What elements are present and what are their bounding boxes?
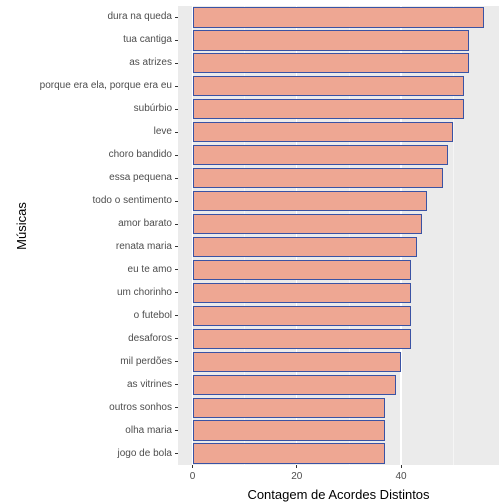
y-tick-label: jogo de bola	[118, 449, 173, 459]
bar	[193, 283, 412, 303]
y-tick-label: essa pequena	[109, 173, 172, 183]
bar	[193, 145, 448, 165]
chart-container: dura na queda tua cantiga as atrizes porque…	[0, 0, 504, 504]
bar	[193, 30, 469, 50]
y-tick-mark	[175, 384, 178, 385]
y-tick-mark	[175, 17, 178, 18]
bar	[193, 352, 401, 372]
y-tick-mark	[175, 315, 178, 316]
y-tick-mark	[175, 132, 178, 133]
x-tick-label: 20	[291, 471, 302, 482]
x-tick-mark	[296, 465, 297, 468]
y-tick-mark	[175, 224, 178, 225]
bar	[193, 76, 464, 96]
bar	[193, 237, 417, 257]
gridline-major	[192, 6, 193, 465]
y-tick-label: as vitrines	[127, 380, 172, 390]
y-tick-mark	[175, 269, 178, 270]
bar	[193, 306, 412, 326]
x-tick-label: 0	[190, 471, 196, 482]
bar	[193, 420, 386, 440]
bar	[193, 122, 454, 142]
y-tick-label: choro bandido	[109, 150, 172, 160]
bar	[193, 214, 422, 234]
y-tick-label: outros sonhos	[109, 403, 172, 413]
gridline-major	[400, 6, 401, 465]
y-tick-label: subúrbio	[134, 104, 172, 114]
y-tick-mark	[175, 178, 178, 179]
y-tick-label: mil perdões	[120, 357, 172, 367]
plot-panel	[178, 6, 499, 465]
y-tick-mark	[175, 86, 178, 87]
x-axis-title: Contagem de Acordes Distintos	[178, 487, 499, 502]
y-tick-mark	[175, 155, 178, 156]
y-tick-mark	[175, 246, 178, 247]
y-tick-mark	[175, 430, 178, 431]
y-tick-mark	[175, 453, 178, 454]
y-tick-label: amor barato	[118, 219, 172, 229]
y-tick-label: o futebol	[134, 311, 172, 321]
y-tick-label: um chorinho	[117, 288, 172, 298]
bar	[193, 99, 464, 119]
gridline-major	[296, 6, 297, 465]
x-tick-mark	[401, 465, 402, 468]
y-tick-label: as atrizes	[129, 58, 172, 68]
y-axis-title: Músicas	[14, 186, 29, 266]
y-tick-mark	[175, 63, 178, 64]
y-tick-label: renata maria	[116, 242, 172, 252]
bar	[193, 53, 469, 73]
y-tick-mark	[175, 109, 178, 110]
y-tick-mark	[175, 407, 178, 408]
y-tick-label: porque era ela, porque era eu	[40, 81, 172, 91]
bar	[193, 329, 412, 349]
y-tick-mark	[175, 201, 178, 202]
bar	[193, 7, 485, 27]
y-tick-label: olha maria	[125, 426, 172, 436]
y-tick-label: dura na queda	[107, 12, 172, 22]
y-tick-label: tua cantiga	[123, 35, 172, 45]
y-tick-mark	[175, 338, 178, 339]
bar	[193, 375, 396, 395]
bar	[193, 260, 412, 280]
bar	[193, 398, 386, 418]
bar	[193, 443, 386, 463]
gridline-minor	[453, 6, 454, 465]
y-tick-mark	[175, 361, 178, 362]
x-tick-mark	[192, 465, 193, 468]
gridline-minor	[349, 6, 350, 465]
y-tick-mark	[175, 292, 178, 293]
y-tick-mark	[175, 40, 178, 41]
gridline-minor	[244, 6, 245, 465]
bar	[193, 191, 427, 211]
bar	[193, 168, 443, 188]
y-tick-label: todo o sentimento	[93, 196, 173, 206]
x-tick-label: 40	[395, 471, 406, 482]
y-tick-label: desaforos	[128, 334, 172, 344]
y-tick-label: eu te amo	[128, 265, 172, 275]
y-tick-label: leve	[154, 127, 172, 137]
